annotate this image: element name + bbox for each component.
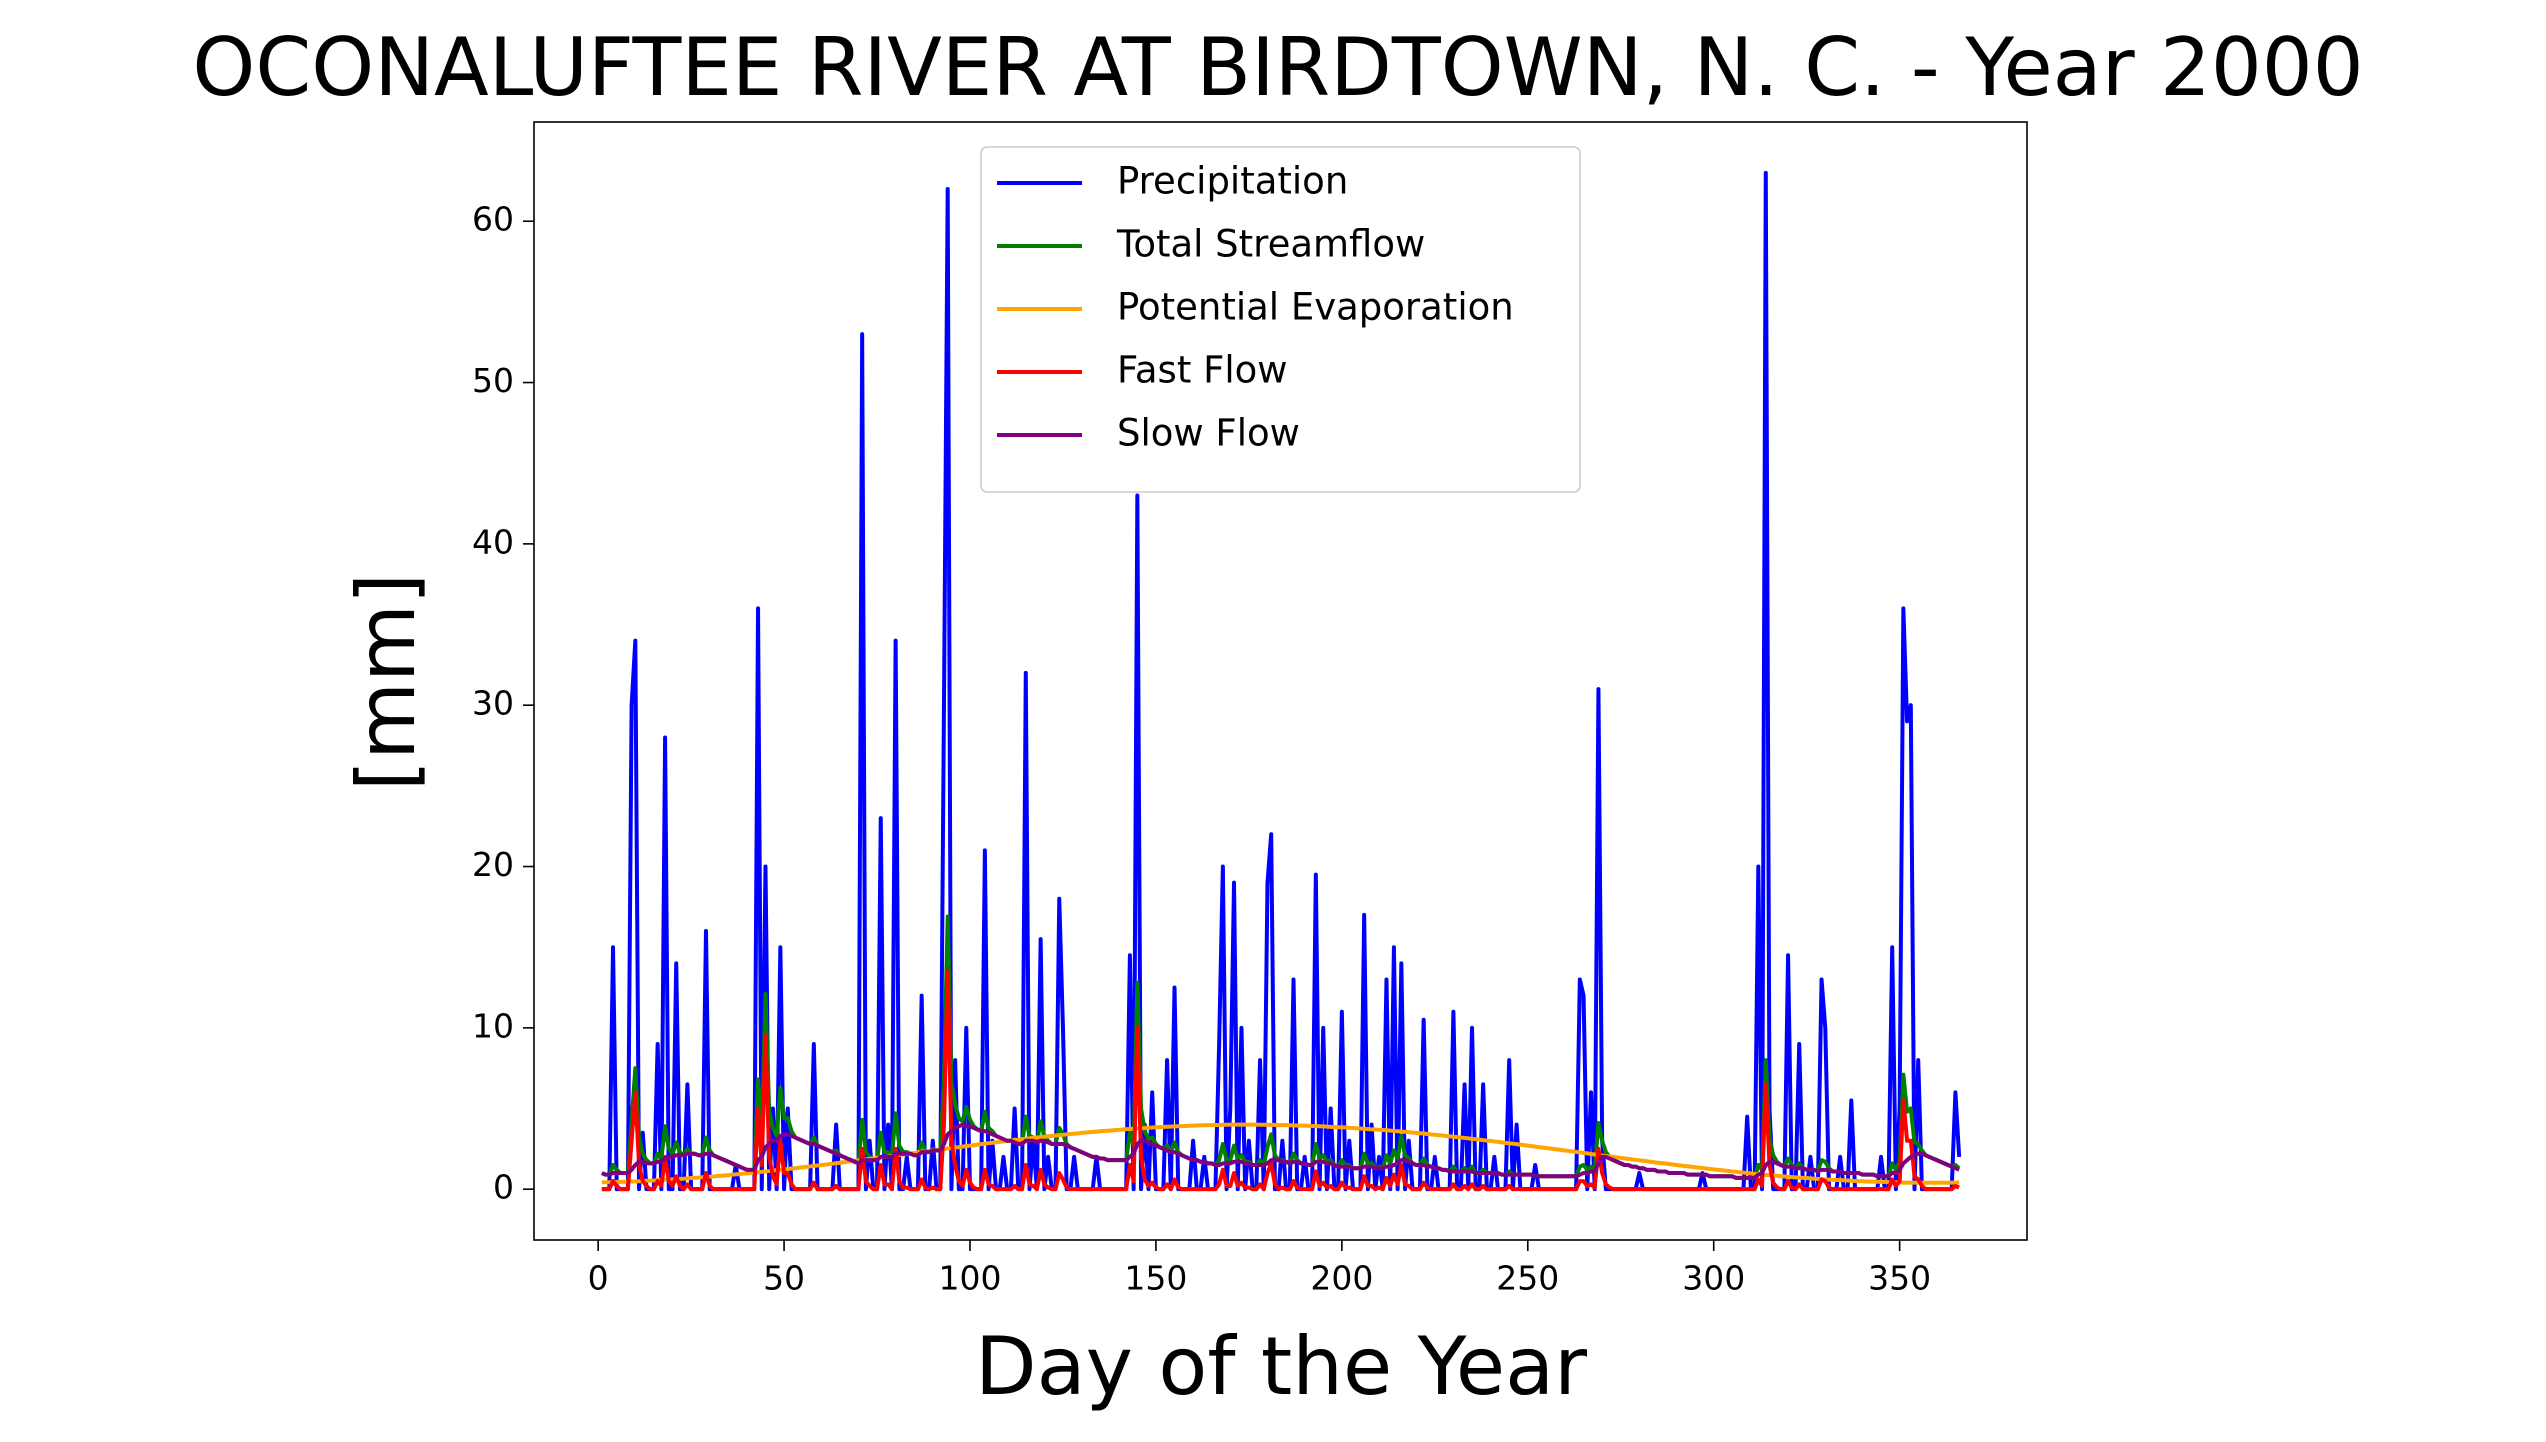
- legend-label: Total Streamflow: [1116, 223, 1425, 266]
- y-tick-label: 30: [472, 684, 514, 723]
- axes-frame: [533, 121, 2028, 1241]
- x-tick-label: 0: [588, 1259, 609, 1298]
- y-tick-label: 40: [472, 522, 514, 561]
- y-tick-label: 20: [472, 845, 514, 884]
- legend-label: Precipitation: [1117, 160, 1348, 203]
- legend-label: Fast Flow: [1117, 349, 1288, 392]
- x-tick-label: 300: [1682, 1259, 1745, 1298]
- series-line: [601, 969, 1960, 1192]
- legend-box: [980, 146, 1581, 493]
- y-tick-label: 60: [472, 200, 514, 239]
- legend: Precipitation Total Streamflow Potential E…: [980, 146, 1581, 493]
- x-tick-label: 350: [1868, 1259, 1931, 1298]
- x-axis-label: Day of the Year: [975, 1320, 1587, 1413]
- y-tick-label: 50: [472, 361, 514, 400]
- x-tick-label: 200: [1310, 1259, 1373, 1298]
- y-tick-label: 10: [472, 1006, 514, 1045]
- x-tick-label: 150: [1124, 1259, 1187, 1298]
- series-line: [601, 1122, 1960, 1185]
- y-axis-label: [mm]: [340, 573, 433, 791]
- series-line: [601, 1122, 1960, 1180]
- x-tick-label: 100: [939, 1259, 1002, 1298]
- x-tick-label: 50: [763, 1259, 805, 1298]
- legend-label: Slow Flow: [1117, 412, 1300, 455]
- chart-title: OCONALUFTEE RIVER AT BIRDTOWN, N. C. - Y…: [192, 21, 2363, 114]
- y-tick-label: 0: [493, 1168, 514, 1207]
- x-tick-label: 250: [1496, 1259, 1559, 1298]
- legend-label: Potential Evaporation: [1117, 286, 1514, 329]
